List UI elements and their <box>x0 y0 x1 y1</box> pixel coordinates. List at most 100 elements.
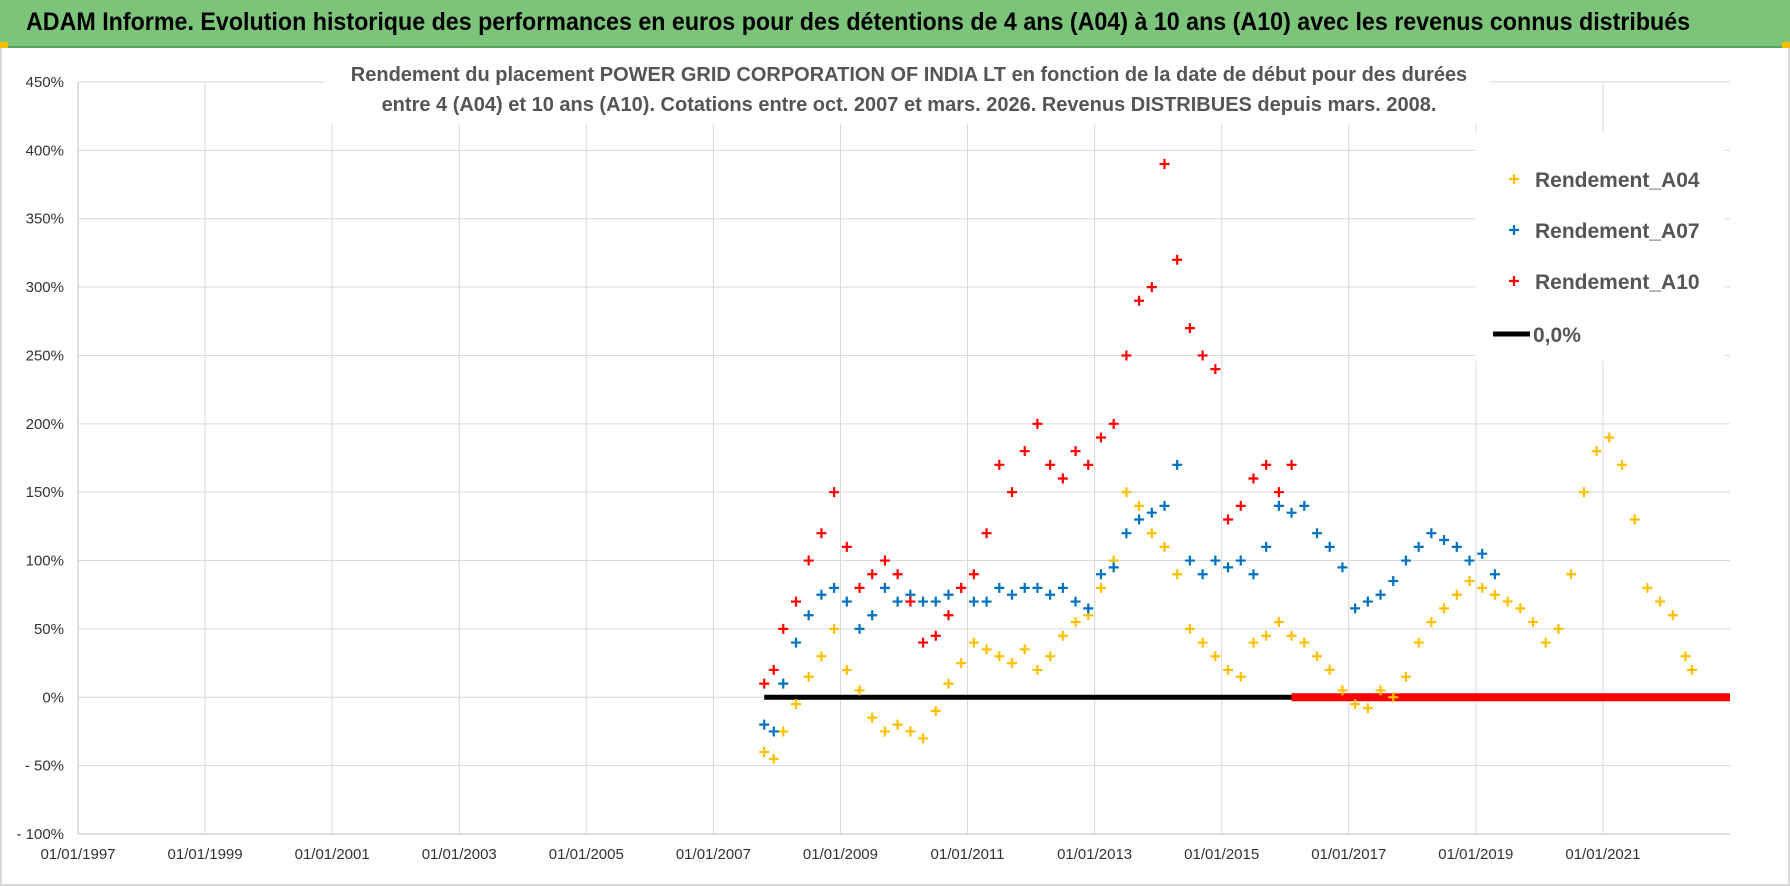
series-a07-point <box>1477 548 1488 559</box>
series-a04-point <box>1477 582 1488 593</box>
series-a04-point <box>1146 528 1157 539</box>
series-a07-point <box>879 582 890 593</box>
series-a10-point <box>1032 418 1043 429</box>
series-a04-point <box>1616 459 1627 470</box>
series-a04-point <box>1235 671 1246 682</box>
series-a10-point <box>1197 350 1208 361</box>
series-a04-point <box>1528 617 1539 628</box>
series-group-rendement_a10 <box>759 159 1297 689</box>
series-a10-point <box>1007 487 1018 498</box>
series-a04-point <box>1566 569 1577 580</box>
series-a10-point <box>1273 487 1284 498</box>
series-a04-point <box>1553 623 1564 634</box>
series-a04-point <box>1439 603 1450 614</box>
series-a10-point <box>956 582 967 593</box>
series-a10-point <box>1095 432 1106 443</box>
x-tick-label: 01/01/2021 <box>1565 846 1640 863</box>
corner-mark-right <box>1782 42 1790 48</box>
series-a07-point <box>778 678 789 689</box>
legend-label-a04: Rendement_A04 <box>1535 169 1700 192</box>
series-a07-point <box>1057 582 1068 593</box>
series-a04-point <box>1057 630 1068 641</box>
series-a04-point <box>1032 664 1043 675</box>
series-a04-point <box>1362 703 1373 714</box>
series-a10-point <box>1070 446 1081 457</box>
series-a04-point <box>1337 685 1348 696</box>
series-a04-point <box>790 699 801 710</box>
series-a10-point <box>790 596 801 607</box>
x-tick-label: 01/01/2005 <box>549 846 624 863</box>
legend-label-zero: 0,0% <box>1533 324 1581 347</box>
y-tick-label: 300% <box>26 279 64 296</box>
series-a10-point <box>841 541 852 552</box>
series-a07-point <box>1095 569 1106 580</box>
series-a07-point <box>1146 507 1157 518</box>
series-a04-point <box>1019 644 1030 655</box>
y-tick-label: 350% <box>26 211 64 228</box>
series-marks <box>759 159 1730 764</box>
series-a04-point <box>1375 685 1386 696</box>
series-a04-point <box>1350 699 1361 710</box>
series-a10-point <box>1121 350 1132 361</box>
series-a07-point <box>816 589 827 600</box>
series-a10-point <box>981 528 992 539</box>
x-tick-label: 01/01/2007 <box>676 846 751 863</box>
series-a07-point <box>854 623 865 634</box>
series-a10-point <box>1057 473 1068 484</box>
series-a10-point <box>768 664 779 675</box>
series-a07-point <box>1362 596 1373 607</box>
series-a07-point <box>994 582 1005 593</box>
series-a04-point <box>905 726 916 737</box>
axes <box>77 82 1730 835</box>
chart-title-group: Rendement du placement POWER GRID CORPOR… <box>325 56 1490 124</box>
series-group-rendement_a07 <box>759 459 1500 737</box>
series-a07-point <box>1400 555 1411 566</box>
legend-marker-rendement_a07 <box>1509 225 1519 235</box>
series-a10-point <box>778 623 789 634</box>
series-a07-point <box>803 610 814 621</box>
y-tick-label: 200% <box>26 416 64 433</box>
series-a04-point <box>1121 487 1132 498</box>
series-a07-point <box>943 589 954 600</box>
series-a10-point <box>892 569 903 580</box>
x-tick-label: 01/01/2013 <box>1057 846 1132 863</box>
x-tick-label: 01/01/2009 <box>803 846 878 863</box>
series-a04-point <box>1286 630 1297 641</box>
series-a07-point <box>841 596 852 607</box>
series-a04-point <box>1502 596 1513 607</box>
series-a04-point <box>1680 651 1691 662</box>
series-a10-point <box>1261 459 1272 470</box>
series-a07-point <box>892 596 903 607</box>
series-a04-point <box>1312 651 1322 662</box>
y-tick-label: - 50% <box>25 758 64 775</box>
series-a04-point <box>1095 582 1106 593</box>
series-a10-point <box>854 582 865 593</box>
series-a07-point <box>768 726 779 737</box>
legend-marker-rendement_a10 <box>1509 276 1519 286</box>
series-a04-point <box>759 746 770 757</box>
y-tick-label: 450% <box>26 74 64 91</box>
series-a04-point <box>1388 692 1399 703</box>
x-tick-label: 01/01/2003 <box>422 846 497 863</box>
series-a10-point <box>1045 459 1056 470</box>
legend-marker-rendement_a04 <box>1509 174 1519 184</box>
series-a04-point <box>1197 637 1208 648</box>
legend-label-a07: Rendement_A07 <box>1535 220 1700 243</box>
series-a10-point <box>829 487 840 498</box>
y-tick-label: 50% <box>34 621 64 638</box>
series-a04-point <box>829 623 840 634</box>
series-a04-point <box>854 685 865 696</box>
x-tick-label: 01/01/1999 <box>168 846 243 863</box>
series-a07-point <box>1337 562 1348 573</box>
x-tick-label: 01/01/2011 <box>931 846 1005 863</box>
legend-background <box>1475 133 1725 361</box>
series-a04-point <box>1655 596 1666 607</box>
series-a04-point <box>1578 487 1589 498</box>
series-a04-point <box>1451 589 1462 600</box>
series-a10-point <box>930 630 941 641</box>
series-a07-point <box>1248 569 1259 580</box>
series-a07-point <box>1045 589 1056 600</box>
series-a07-point <box>1197 569 1208 580</box>
series-a04-point <box>1413 637 1424 648</box>
series-a07-point <box>1312 528 1322 539</box>
